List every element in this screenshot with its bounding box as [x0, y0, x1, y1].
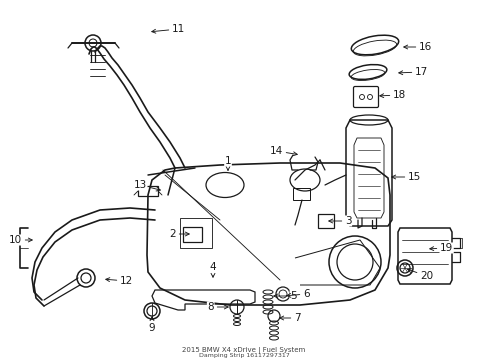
- Text: 7: 7: [279, 313, 300, 323]
- Text: 20: 20: [407, 269, 432, 281]
- Text: 18: 18: [379, 90, 406, 100]
- Text: 10: 10: [9, 235, 32, 245]
- Text: 6: 6: [286, 289, 309, 299]
- Text: 9: 9: [148, 317, 155, 333]
- Text: 4: 4: [209, 262, 216, 277]
- Text: Damping Strip 16117297317: Damping Strip 16117297317: [198, 353, 289, 358]
- Text: 11: 11: [151, 24, 185, 34]
- Text: 2015 BMW X4 xDrive | Fuel System: 2015 BMW X4 xDrive | Fuel System: [182, 347, 305, 354]
- Text: 3: 3: [328, 216, 351, 226]
- Text: 2: 2: [169, 229, 189, 239]
- Text: 1: 1: [224, 156, 231, 170]
- Text: 12: 12: [105, 276, 133, 286]
- Text: 5: 5: [273, 291, 296, 301]
- Text: 8: 8: [207, 302, 228, 312]
- Text: 19: 19: [429, 243, 452, 253]
- Text: 16: 16: [403, 42, 431, 52]
- Text: 15: 15: [391, 172, 420, 182]
- Text: 17: 17: [398, 67, 427, 77]
- Text: 13: 13: [134, 180, 160, 191]
- Text: 14: 14: [269, 146, 297, 156]
